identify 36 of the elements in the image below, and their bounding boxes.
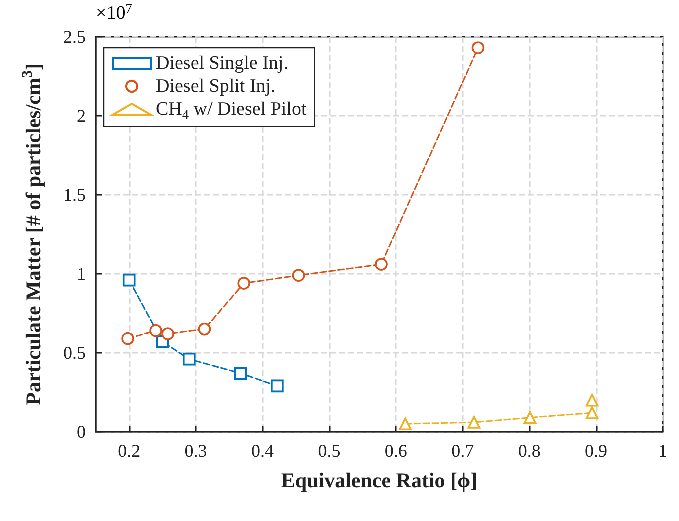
x-tick-label: 0.6 [384,441,408,461]
y-tick-label: 0 [77,422,86,442]
point [238,277,250,290]
point [122,274,136,287]
point [234,367,248,380]
y-tick-label: 1.5 [64,185,86,205]
point [524,411,537,424]
y-tick-label: 1 [77,264,86,284]
x-tick-label: 0.5 [318,441,341,461]
point [150,324,162,338]
x-tick-label: 0.3 [184,441,208,461]
x-tick-label: 0.2 [118,441,141,461]
x-tick-label: 0.7 [452,441,474,461]
point [375,258,388,271]
point [468,416,481,429]
legend-label: Diesel Split Inj. [156,76,276,97]
point [198,322,212,336]
point [399,418,412,430]
point [586,406,599,420]
legend-label: Diesel Single Inj. [156,53,288,74]
y-tick-label: 0.5 [64,343,86,363]
y-tick-label: 2 [77,106,86,126]
x-tick-label: 0.8 [518,441,541,461]
y-axis-title: Particulate Matter [# of particles/cm3] [20,63,46,406]
point [162,328,174,340]
y-tick-label: 2.5 [64,27,86,47]
x-tick-label: 1 [658,441,668,461]
point [292,269,306,282]
point [586,394,599,407]
point [472,42,485,54]
x-axis-title: Equivalence Ratio [ϕ] [281,468,478,492]
x-tick-label: 0.9 [585,441,608,461]
point [271,380,284,393]
point [182,352,196,366]
x-tick-label: 0.4 [252,441,274,461]
point [122,332,134,346]
